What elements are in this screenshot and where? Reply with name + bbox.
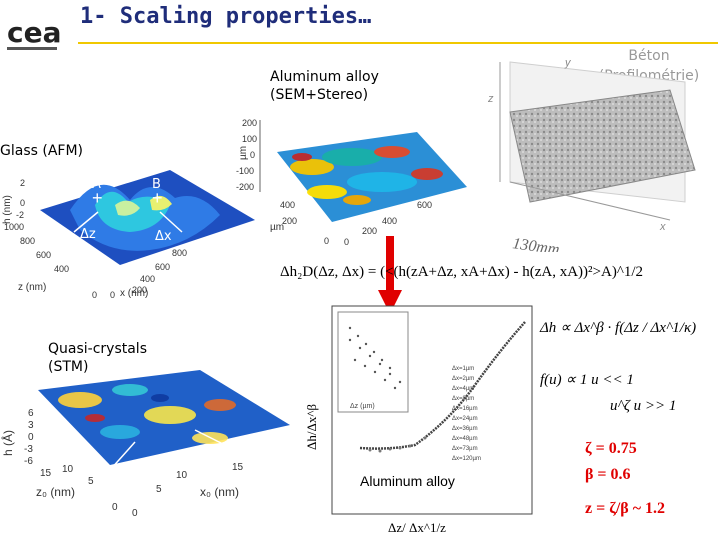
qc-ytick-4: -6 xyxy=(24,456,33,467)
point-a-cross: + xyxy=(92,188,103,208)
al-ytick-0: 200 xyxy=(242,118,257,128)
delta-z: Δz xyxy=(80,227,96,242)
qc-ztick-2: 5 xyxy=(88,476,94,487)
al-ytick-2: 0 xyxy=(250,150,255,160)
aluminum-annotation: Aluminum alloy xyxy=(360,473,455,489)
point-a: A xyxy=(92,177,101,192)
beton-axis-z: z xyxy=(487,93,494,105)
gl-ztick-5: 0 xyxy=(110,290,115,300)
gl-ytick-1: 0 xyxy=(20,198,25,208)
glass-zlabel: z (nm) xyxy=(18,282,46,293)
qc-xtick-0: 15 xyxy=(232,462,244,473)
logo-text: cea xyxy=(7,16,60,49)
quasi-label: Quasi-crystals (STM) xyxy=(48,341,147,375)
aluminum-label: Aluminum alloy (SEM+Stereo) xyxy=(270,69,379,103)
legend-4: Δx=16µm xyxy=(452,406,478,412)
dh2d-formula: Δh₂D(Δz, Δx) = (<(h(zA+Δz, xA+Δx) - h(zA… xyxy=(280,264,644,280)
qc-ztick-0: 15 xyxy=(40,468,52,479)
gl-xtick-4: 200 xyxy=(132,285,147,295)
al-xtick-2: 200 xyxy=(362,226,377,236)
qc-xtick-1: 10 xyxy=(176,470,188,481)
quasi-ylabel: h (Å) xyxy=(0,430,15,456)
qc-ytick-2: 0 xyxy=(28,432,34,443)
al-ztick-1: 200 xyxy=(282,216,297,226)
title-underline xyxy=(78,42,718,44)
inset-xlabel: Δz (µm) xyxy=(350,403,375,410)
legend-2: Δx=4µm xyxy=(452,386,474,392)
glass-xlabel: x (nm) xyxy=(120,288,148,299)
qc-ztick-3: 0 xyxy=(112,502,118,513)
qc-ytick-0: 6 xyxy=(28,408,34,419)
qc-xtick-2: 5 xyxy=(156,484,162,495)
f-cases-1: f(u) ∝ 1 u << 1 xyxy=(540,372,634,388)
f-cases-2: u^ζ u >> 1 xyxy=(610,398,677,414)
legend-1: Δx=2µm xyxy=(452,376,474,382)
point-b-cross: + xyxy=(152,188,163,208)
zeta-result: ζ = 0.75 xyxy=(585,440,637,457)
legend-9: Δx=120µm xyxy=(452,456,481,462)
beton-axis-y: y xyxy=(564,57,572,69)
legend-6: Δx=36µm xyxy=(452,426,478,432)
al-ytick-1: 100 xyxy=(242,134,257,144)
point-b: B xyxy=(152,177,161,192)
scaling-plot: Δh/Δx^β Δz (µm) Δx=1µm Δx=2µm Δx=4µm Δx=… xyxy=(304,305,533,535)
glass-ylabel: h (nm) xyxy=(2,195,13,224)
plot-ylabel: Δh/Δx^β xyxy=(304,404,319,450)
al-ztick-2: 0 xyxy=(324,236,329,246)
quasi-surface: h (Å) 6 3 0 -3 -6 15 10 5 0 z₀ (nm) 15 1… xyxy=(0,370,290,519)
al-ztick-0: 400 xyxy=(280,200,295,210)
kappa-result: z = ζ/β ~ 1.2 xyxy=(585,500,666,517)
gl-ztick-0: 1000 xyxy=(4,222,24,232)
gl-ztick-2: 600 xyxy=(36,250,51,260)
legend-7: Δx=48µm xyxy=(452,436,478,442)
gl-ytick-0: 2 xyxy=(20,178,25,188)
al-xtick-3: 0 xyxy=(344,237,349,247)
gl-xtick-2: 600 xyxy=(155,262,170,272)
gl-xtick-3: 400 xyxy=(140,274,155,284)
scaling-law: Δh ∝ Δx^β · f(Δz / Δx^1/κ) xyxy=(540,320,697,336)
quasi-zlabel: z₀ (nm) xyxy=(36,485,75,499)
qc-ytick-3: -3 xyxy=(24,444,33,455)
slide-title: 1- Scaling properties… xyxy=(80,4,372,29)
cea-logo: cea xyxy=(4,8,60,54)
legend-3: Δx=8µm xyxy=(452,396,474,402)
qc-ztick-1: 10 xyxy=(62,464,74,475)
beton-surface: z y x 130mm xyxy=(487,57,696,252)
red-down-arrow xyxy=(378,236,402,314)
qc-ytick-1: 3 xyxy=(28,420,34,431)
qc-xtick-3: 0 xyxy=(132,508,138,519)
al-xtick-1: 400 xyxy=(382,216,397,226)
aluminum-ylabel: µm xyxy=(238,146,249,160)
gl-ztick-3: 400 xyxy=(54,264,69,274)
glass-surface: A B + + Δz Δx h (nm) 2 0 -2 1000 800 600… xyxy=(2,170,255,300)
al-ytick-3: -100 xyxy=(236,166,254,176)
beta-result: β = 0.6 xyxy=(585,466,631,483)
gl-ztick-1: 800 xyxy=(20,236,35,246)
beton-scale: 130mm xyxy=(511,235,560,252)
al-xtick-0: 600 xyxy=(417,200,432,210)
quasi-xlabel: x₀ (nm) xyxy=(200,485,239,499)
gl-xtick-1: 800 xyxy=(172,248,187,258)
beton-axis-x: x xyxy=(659,221,666,233)
gl-ytick-2: -2 xyxy=(16,210,24,220)
delta-x: Δx xyxy=(155,229,172,244)
legend-0: Δx=1µm xyxy=(452,366,474,372)
gl-xtick-5: 0 xyxy=(92,290,97,300)
al-ytick-4: -200 xyxy=(236,182,254,192)
plot-xlabel: Δz/ Δx^1/z xyxy=(388,520,446,535)
glass-label: Glass (AFM) xyxy=(0,143,83,159)
legend-8: Δx=73µm xyxy=(452,446,478,452)
legend-5: Δx=24µm xyxy=(452,416,478,422)
aluminum-surface: µm 200 100 0 -100 -200 400 200 0 µm 600 … xyxy=(236,118,467,247)
aluminum-xlabel: µm xyxy=(270,222,284,233)
